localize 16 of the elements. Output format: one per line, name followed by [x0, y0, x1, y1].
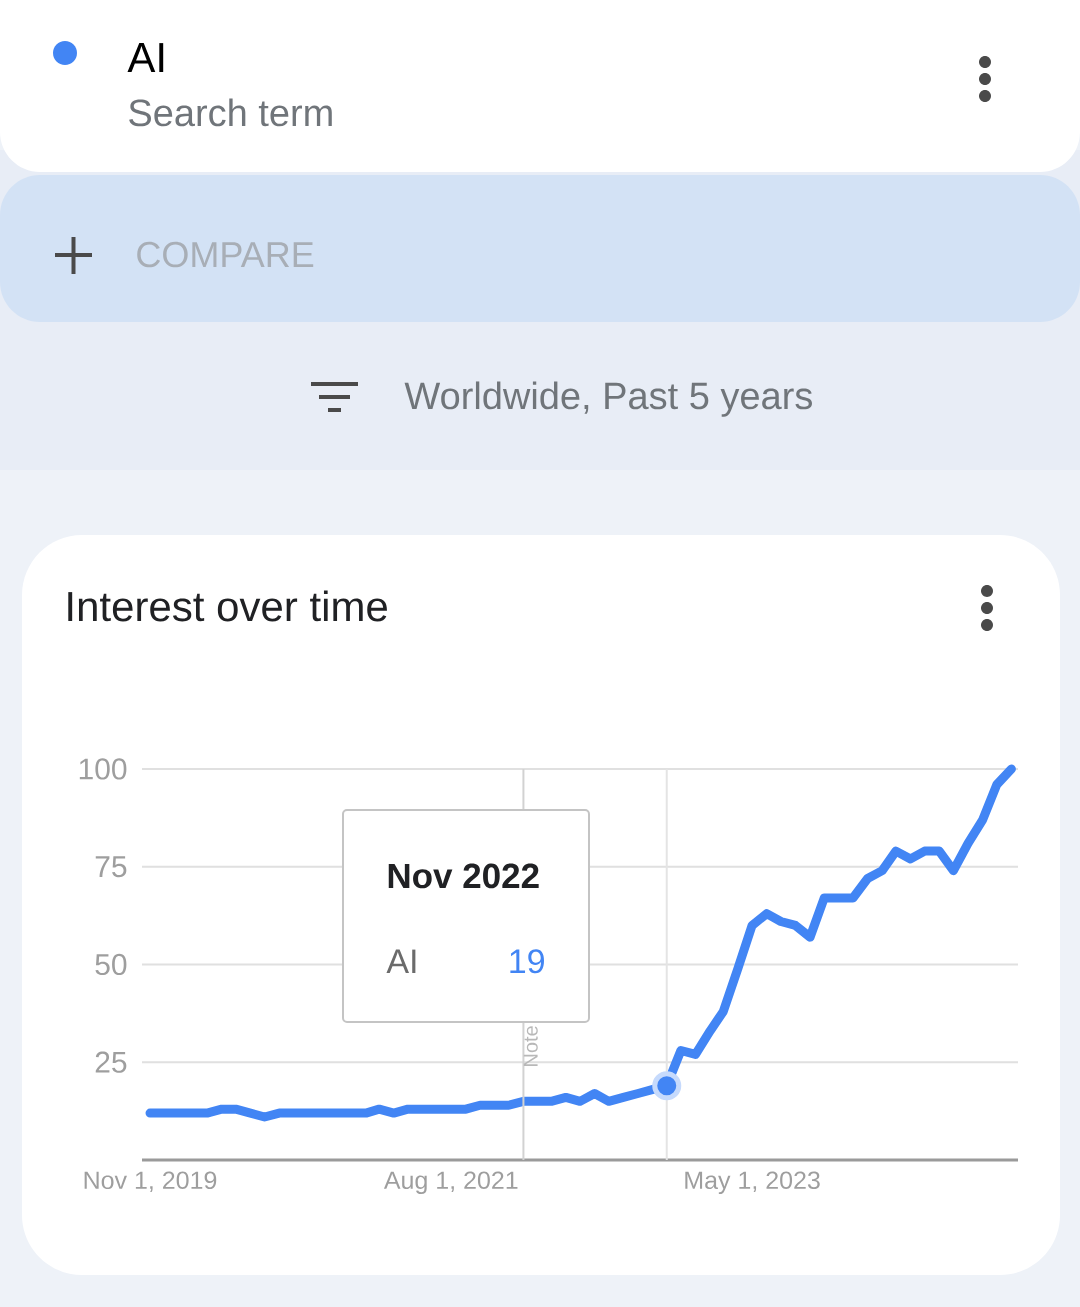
text: AI [386, 949, 416, 973]
chart-subtitle: Worldwide, Past 5 years [404, 381, 812, 417]
y-tick-label: 100 [79, 758, 127, 780]
text: COMPARE [137, 241, 314, 268]
ref-line-label: Note [523, 1026, 538, 1066]
text: Search term [129, 98, 332, 127]
y-tick-label: 50 [95, 953, 127, 976]
x-tick-label: Nov 1, 2019 [84, 1171, 217, 1193]
x-tick-label: May 1, 2023 [685, 1171, 820, 1195]
y-tick-label: 75 [95, 856, 127, 878]
chart-title: Interest over time [68, 590, 387, 622]
legend-label: AI [127, 43, 164, 72]
y-tick-label: 25 [95, 1051, 127, 1073]
x-tick-label: Aug 1, 2021 [383, 1171, 518, 1195]
annotation: Nov 2022 [388, 863, 539, 889]
annotation: 19 [510, 949, 544, 974]
